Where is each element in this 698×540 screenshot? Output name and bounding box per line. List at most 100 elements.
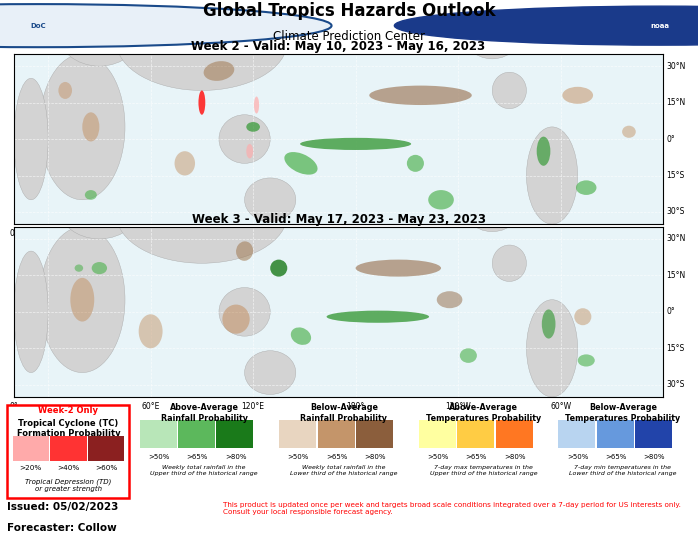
Text: 7-day max temperatures in the
Upper third of the historical range: 7-day max temperatures in the Upper thir… [429, 465, 537, 476]
Text: 30°S: 30°S [667, 207, 685, 217]
Text: 7-day min temperatures in the
Lower third of the historical range: 7-day min temperatures in the Lower thir… [569, 465, 677, 476]
Text: 30°S: 30°S [667, 380, 685, 389]
Text: >65%: >65% [605, 454, 627, 460]
Text: >60%: >60% [95, 465, 117, 471]
Bar [496, 420, 533, 448]
Ellipse shape [576, 180, 597, 195]
Text: Tropical Cyclone (TC)
Formation Probability: Tropical Cyclone (TC) Formation Probabil… [17, 419, 120, 438]
Text: Tropical Depression (TD)
or greater strength: Tropical Depression (TD) or greater stre… [25, 478, 112, 492]
Ellipse shape [327, 310, 429, 323]
Bar [178, 420, 215, 448]
Text: >80%: >80% [364, 454, 386, 460]
Bar [279, 420, 316, 448]
Text: >65%: >65% [186, 454, 208, 460]
Text: >50%: >50% [288, 454, 309, 460]
Text: 0°: 0° [667, 307, 675, 316]
Text: 0°: 0° [10, 229, 18, 238]
Ellipse shape [563, 87, 593, 104]
Text: >65%: >65% [466, 454, 487, 460]
Ellipse shape [254, 97, 259, 113]
Ellipse shape [428, 190, 454, 210]
Ellipse shape [460, 348, 477, 363]
Text: >40%: >40% [57, 465, 80, 471]
Circle shape [394, 6, 698, 45]
Text: 60°E: 60°E [142, 229, 160, 238]
Ellipse shape [622, 126, 636, 138]
Ellipse shape [578, 354, 595, 367]
Text: >50%: >50% [427, 454, 449, 460]
Ellipse shape [369, 86, 472, 105]
Ellipse shape [40, 54, 125, 200]
Ellipse shape [57, 0, 142, 66]
Ellipse shape [526, 300, 578, 397]
Bar [318, 420, 355, 448]
Text: 180°: 180° [346, 402, 365, 411]
Ellipse shape [117, 166, 288, 263]
Text: 0°: 0° [667, 134, 675, 144]
Ellipse shape [526, 127, 578, 224]
Title: Week 3 - Valid: May 17, 2023 - May 23, 2023: Week 3 - Valid: May 17, 2023 - May 23, 2… [191, 213, 486, 226]
Ellipse shape [244, 178, 296, 222]
Ellipse shape [82, 112, 99, 141]
Ellipse shape [14, 251, 48, 373]
Text: 30°N: 30°N [667, 234, 686, 244]
Ellipse shape [291, 327, 311, 345]
Ellipse shape [70, 278, 94, 321]
Ellipse shape [139, 314, 163, 348]
Text: 120°W: 120°W [445, 402, 471, 411]
Text: Below-Average
Rainfall Probability: Below-Average Rainfall Probability [300, 403, 387, 423]
Text: >50%: >50% [148, 454, 170, 460]
Ellipse shape [537, 137, 550, 166]
Ellipse shape [85, 190, 97, 200]
Bar [88, 435, 124, 461]
Ellipse shape [223, 305, 250, 334]
Text: >80%: >80% [225, 454, 246, 460]
Bar [558, 420, 595, 448]
Ellipse shape [91, 262, 107, 274]
Text: Below-Average
Temperatures Probability: Below-Average Temperatures Probability [565, 403, 681, 423]
Bar [419, 420, 456, 448]
Ellipse shape [574, 308, 591, 325]
Bar [597, 420, 634, 448]
Ellipse shape [407, 155, 424, 172]
Ellipse shape [246, 122, 260, 132]
Ellipse shape [284, 152, 318, 174]
Ellipse shape [59, 82, 72, 99]
Ellipse shape [437, 291, 462, 308]
Text: 60°W: 60°W [550, 402, 571, 411]
Ellipse shape [117, 0, 288, 91]
Text: >20%: >20% [20, 465, 42, 471]
Text: 120°E: 120°E [242, 229, 265, 238]
Ellipse shape [458, 0, 526, 59]
Text: 120°E: 120°E [242, 402, 265, 411]
Ellipse shape [355, 260, 441, 276]
Text: Weekly total rainfall in the
Lower third of the historical range: Weekly total rainfall in the Lower third… [290, 465, 398, 476]
Bar [13, 435, 49, 461]
Ellipse shape [204, 61, 235, 81]
Text: 120°W: 120°W [445, 229, 471, 238]
Ellipse shape [219, 115, 270, 164]
Ellipse shape [300, 138, 411, 150]
Ellipse shape [270, 260, 288, 276]
Text: Issued: 05/02/2023: Issued: 05/02/2023 [7, 502, 119, 512]
Title: Week 2 - Valid: May 10, 2023 - May 16, 2023: Week 2 - Valid: May 10, 2023 - May 16, 2… [191, 40, 486, 53]
Text: 180°: 180° [346, 229, 365, 238]
Text: >80%: >80% [644, 454, 665, 460]
Text: 15°N: 15°N [667, 98, 685, 107]
Text: DoC: DoC [31, 23, 46, 29]
Text: >80%: >80% [504, 454, 526, 460]
Bar [216, 420, 253, 448]
Bar [457, 420, 494, 448]
Text: This product is updated once per week and targets broad scale conditions integra: This product is updated once per week an… [223, 502, 681, 515]
Ellipse shape [57, 166, 142, 239]
Text: >50%: >50% [567, 454, 588, 460]
Ellipse shape [14, 78, 48, 200]
Text: >65%: >65% [326, 454, 348, 460]
Bar [50, 435, 87, 461]
Ellipse shape [198, 91, 205, 115]
Ellipse shape [219, 287, 270, 336]
FancyBboxPatch shape [7, 405, 129, 498]
Ellipse shape [40, 227, 125, 373]
Text: Forecaster: Collow: Forecaster: Collow [7, 523, 117, 534]
Ellipse shape [542, 309, 556, 339]
